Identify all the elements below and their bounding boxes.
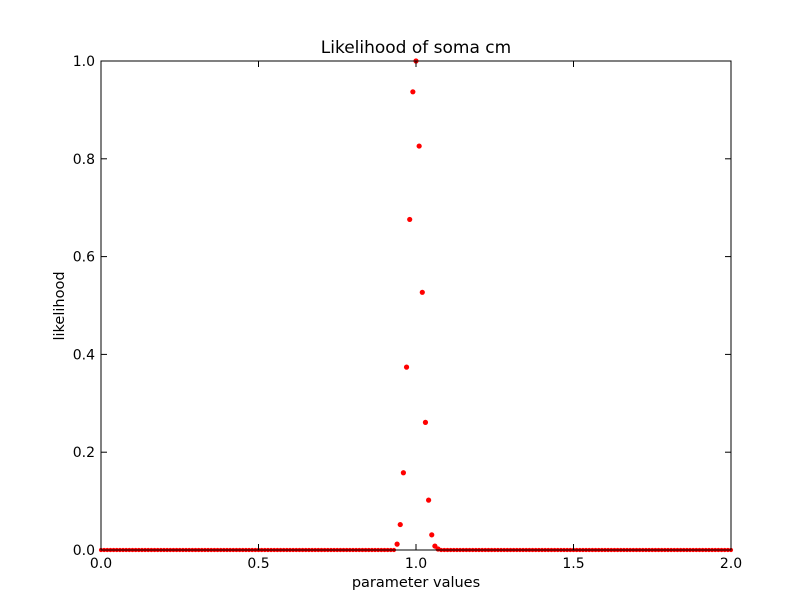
data-point	[397, 521, 403, 528]
y-axis-label: likelihood	[52, 271, 68, 340]
y-tick-label: 0.2	[73, 445, 95, 461]
data-point	[394, 541, 400, 547]
x-tick-label: 0.0	[90, 556, 112, 572]
y-tick-label: 0.6	[73, 250, 95, 266]
data-point	[419, 289, 425, 295]
y-axis-ticks: 0.0 0.2 0.4 0.6 0.8 1.0	[73, 54, 731, 559]
data-point	[435, 546, 441, 552]
y-tick-label: 0.8	[73, 152, 95, 168]
x-axis-label: parameter values	[352, 575, 480, 591]
data-point	[407, 216, 413, 223]
y-tick-label: 0.0	[73, 543, 95, 559]
data-point	[422, 419, 429, 425]
y-tick-label: 1.0	[73, 54, 95, 70]
data-point	[416, 143, 422, 149]
y-tick-label: 0.4	[73, 347, 95, 363]
data-point	[426, 497, 432, 503]
x-tick-label: 0.5	[247, 556, 269, 572]
data-point	[410, 89, 416, 95]
chart-title: Likelihood of soma cm	[321, 38, 511, 58]
data-point	[403, 364, 410, 370]
x-tick-label: 2.0	[720, 556, 742, 572]
x-tick-label: 1.0	[405, 556, 427, 572]
x-tick-label: 1.5	[562, 556, 584, 572]
data-point	[400, 470, 406, 476]
data-point	[429, 532, 435, 538]
x-axis-ticks: 0.0 0.5 1.0 1.5 2.0	[90, 61, 742, 572]
